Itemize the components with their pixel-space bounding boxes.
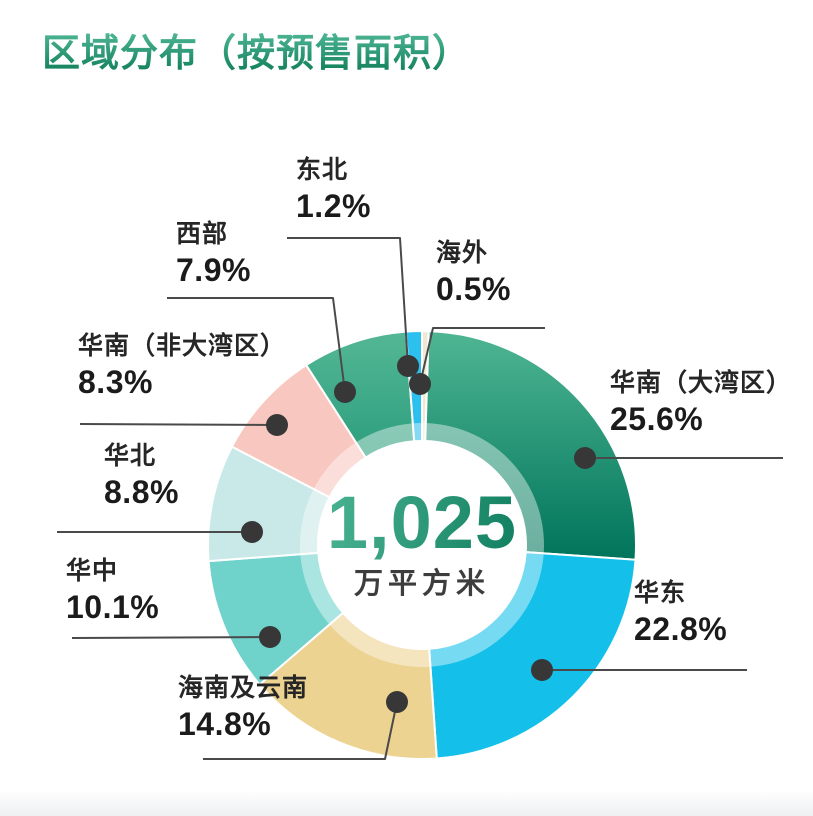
leader-line-western-china bbox=[167, 297, 346, 393]
donut-hole bbox=[317, 440, 527, 650]
leader-dot-north-china bbox=[241, 521, 263, 543]
label-western-china: 西部 7.9% bbox=[176, 220, 251, 288]
label-name-central-china: 华中 bbox=[66, 557, 119, 585]
leader-line-hainan-yunnan bbox=[203, 701, 398, 760]
label-name-south-china-non-gba: 华南（非大湾区） bbox=[78, 332, 287, 360]
label-percent-south-china-non-gba: 8.3% bbox=[78, 364, 153, 400]
label-percent-central-china: 10.1% bbox=[66, 589, 160, 625]
label-north-china: 华北 8.8% bbox=[104, 442, 179, 510]
leader-dot-south-china-gba bbox=[574, 447, 596, 469]
label-south-china-non-gba: 华南（非大湾区） 8.3% bbox=[78, 332, 287, 400]
label-name-overseas: 海外 bbox=[436, 239, 489, 267]
label-name-south-china-gba: 华南（大湾区） bbox=[610, 369, 793, 397]
leader-line-south-china-non-gba bbox=[79, 423, 278, 426]
label-percent-northeast: 1.2% bbox=[296, 188, 371, 224]
label-percent-east-china: 22.8% bbox=[634, 611, 728, 647]
leader-line-overseas bbox=[419, 327, 545, 385]
leader-dot-overseas bbox=[409, 373, 431, 395]
label-name-western-china: 西部 bbox=[176, 220, 229, 248]
leader-line-central-china bbox=[71, 636, 271, 639]
page-title: 区域分布（按预售面积） bbox=[42, 22, 471, 77]
leader-dot-central-china bbox=[259, 626, 281, 648]
center-total-unit: 万平方米 bbox=[353, 568, 490, 600]
donut-center-label: 1,025 万平方米 bbox=[272, 486, 572, 599]
label-central-china: 华中 10.1% bbox=[66, 557, 160, 625]
label-northeast: 东北 1.2% bbox=[296, 156, 371, 224]
leader-dot-western-china bbox=[334, 381, 356, 403]
leader-dot-east-china bbox=[531, 659, 553, 681]
label-percent-north-china: 8.8% bbox=[104, 474, 179, 510]
label-name-hainan-yunnan: 海南及云南 bbox=[178, 674, 309, 702]
label-name-northeast: 东北 bbox=[296, 156, 349, 184]
label-percent-hainan-yunnan: 14.8% bbox=[178, 706, 272, 742]
label-overseas: 海外 0.5% bbox=[436, 239, 511, 307]
leader-dot-hainan-yunnan bbox=[386, 691, 408, 713]
center-total-value: 1,025 bbox=[272, 486, 572, 560]
label-hainan-yunnan: 海南及云南 14.8% bbox=[178, 674, 309, 742]
leader-dot-northeast bbox=[397, 355, 419, 377]
label-east-china: 华东 22.8% bbox=[634, 579, 728, 647]
label-name-north-china: 华北 bbox=[104, 442, 157, 470]
label-percent-south-china-gba: 25.6% bbox=[610, 401, 704, 437]
leader-dot-south-china-non-gba bbox=[266, 414, 288, 436]
label-south-china-gba: 华南（大湾区） 25.6% bbox=[610, 369, 793, 437]
label-name-east-china: 华东 bbox=[634, 579, 687, 607]
label-percent-overseas: 0.5% bbox=[436, 271, 511, 307]
label-percent-western-china: 7.9% bbox=[176, 252, 251, 288]
leader-line-northeast bbox=[287, 237, 409, 367]
